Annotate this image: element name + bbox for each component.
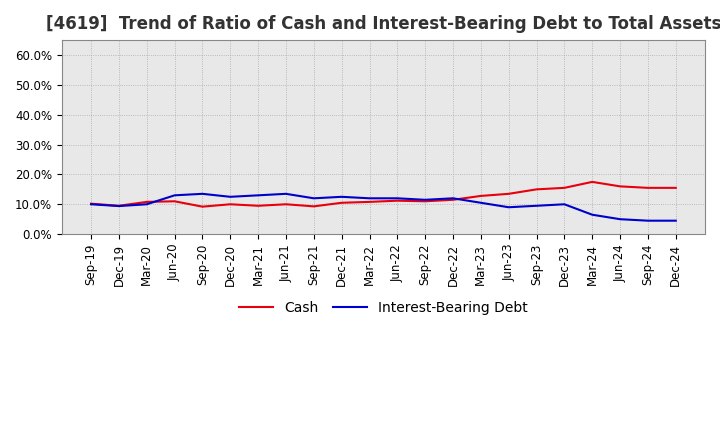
Interest-Bearing Debt [114, 203, 123, 209]
Cash [477, 193, 485, 198]
Interest-Bearing Debt [449, 196, 457, 201]
Cash [588, 179, 597, 184]
Interest-Bearing Debt [672, 218, 680, 224]
Interest-Bearing Debt [477, 200, 485, 205]
Line: Cash: Cash [91, 182, 676, 207]
Cash [421, 198, 430, 204]
Cash [254, 203, 263, 209]
Interest-Bearing Debt [505, 205, 513, 210]
Cash [532, 187, 541, 192]
Interest-Bearing Debt [588, 212, 597, 217]
Cash [143, 199, 151, 205]
Interest-Bearing Debt [143, 202, 151, 207]
Interest-Bearing Debt [560, 202, 569, 207]
Interest-Bearing Debt [254, 193, 263, 198]
Title: [4619]  Trend of Ratio of Cash and Interest-Bearing Debt to Total Assets: [4619] Trend of Ratio of Cash and Intere… [46, 15, 720, 33]
Cash [505, 191, 513, 197]
Cash [114, 203, 123, 209]
Interest-Bearing Debt [616, 216, 624, 222]
Cash [449, 197, 457, 202]
Interest-Bearing Debt [87, 202, 96, 207]
Interest-Bearing Debt [365, 196, 374, 201]
Interest-Bearing Debt [421, 197, 430, 202]
Cash [616, 184, 624, 189]
Interest-Bearing Debt [198, 191, 207, 197]
Cash [644, 185, 652, 191]
Cash [171, 198, 179, 204]
Interest-Bearing Debt [171, 193, 179, 198]
Cash [560, 185, 569, 191]
Cash [87, 201, 96, 206]
Cash [338, 200, 346, 205]
Cash [310, 204, 318, 209]
Line: Interest-Bearing Debt: Interest-Bearing Debt [91, 194, 676, 221]
Cash [393, 198, 402, 203]
Cash [282, 202, 290, 207]
Interest-Bearing Debt [393, 196, 402, 201]
Interest-Bearing Debt [226, 194, 235, 199]
Interest-Bearing Debt [644, 218, 652, 224]
Interest-Bearing Debt [532, 203, 541, 209]
Interest-Bearing Debt [282, 191, 290, 197]
Cash [198, 204, 207, 209]
Cash [365, 199, 374, 205]
Cash [672, 185, 680, 191]
Interest-Bearing Debt [338, 194, 346, 199]
Cash [226, 202, 235, 207]
Interest-Bearing Debt [310, 196, 318, 201]
Legend: Cash, Interest-Bearing Debt: Cash, Interest-Bearing Debt [233, 295, 534, 320]
